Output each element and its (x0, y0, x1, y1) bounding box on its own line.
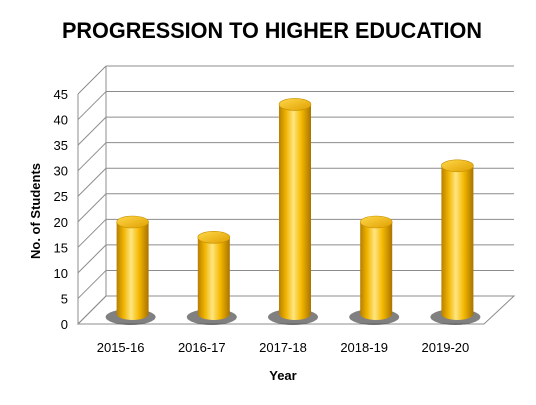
side-gridline (77, 244, 107, 274)
bar-top (116, 215, 149, 229)
x-tick-label: 2018-19 (340, 340, 388, 355)
y-tick-label: 45 (54, 87, 68, 102)
x-tick-label: 2016-17 (178, 340, 226, 355)
y-tick-label: 30 (54, 164, 68, 179)
bar-top (197, 231, 231, 244)
y-tick-label: 40 (54, 113, 68, 128)
side-gridline (77, 65, 107, 95)
side-gridline (77, 270, 107, 299)
bar-2015-16 (105, 215, 156, 325)
side-gridline (77, 193, 107, 223)
bar-top (278, 98, 312, 111)
bars (105, 98, 481, 325)
side-gridline (77, 218, 107, 248)
x-axis-ticks: 2015-16 2016-17 2017-18 2018-19 2019-20 (97, 340, 470, 355)
y-axis-ticks: 0 5 10 15 20 25 30 35 40 45 (54, 87, 68, 332)
side-gridline (77, 116, 107, 146)
y-tick-label: 35 (54, 138, 68, 153)
bar-body (279, 104, 311, 320)
x-axis-label: Year (269, 368, 296, 383)
bar-body (360, 222, 393, 320)
side-gridline (77, 167, 107, 197)
bar-top (441, 159, 474, 173)
bar-body (197, 237, 230, 320)
y-tick-label: 0 (61, 317, 68, 332)
bar-body (441, 165, 474, 320)
x-tick-label: 2019-20 (422, 340, 470, 355)
y-axis-label: No. of Students (28, 163, 43, 259)
y-tick-label: 15 (54, 240, 68, 255)
bar-top (359, 215, 393, 229)
bar-2016-17 (186, 231, 237, 325)
side-gridline (77, 142, 107, 172)
x-tick-label: 2017-18 (259, 340, 307, 355)
side-gridline (77, 91, 107, 120)
y-tick-label: 10 (54, 266, 68, 281)
y-tick-label: 25 (54, 189, 68, 204)
x-tick-label: 2015-16 (97, 340, 145, 355)
bar-2019-20 (430, 159, 481, 325)
chart-title: PROGRESSION TO HIGHER EDUCATION (62, 18, 482, 43)
y-tick-label: 5 (61, 291, 68, 306)
bar-2018-19 (349, 215, 400, 325)
y-tick-label: 20 (54, 215, 68, 230)
bar-2017-18 (268, 98, 318, 325)
bar-body (116, 222, 149, 320)
floor (76, 295, 516, 325)
